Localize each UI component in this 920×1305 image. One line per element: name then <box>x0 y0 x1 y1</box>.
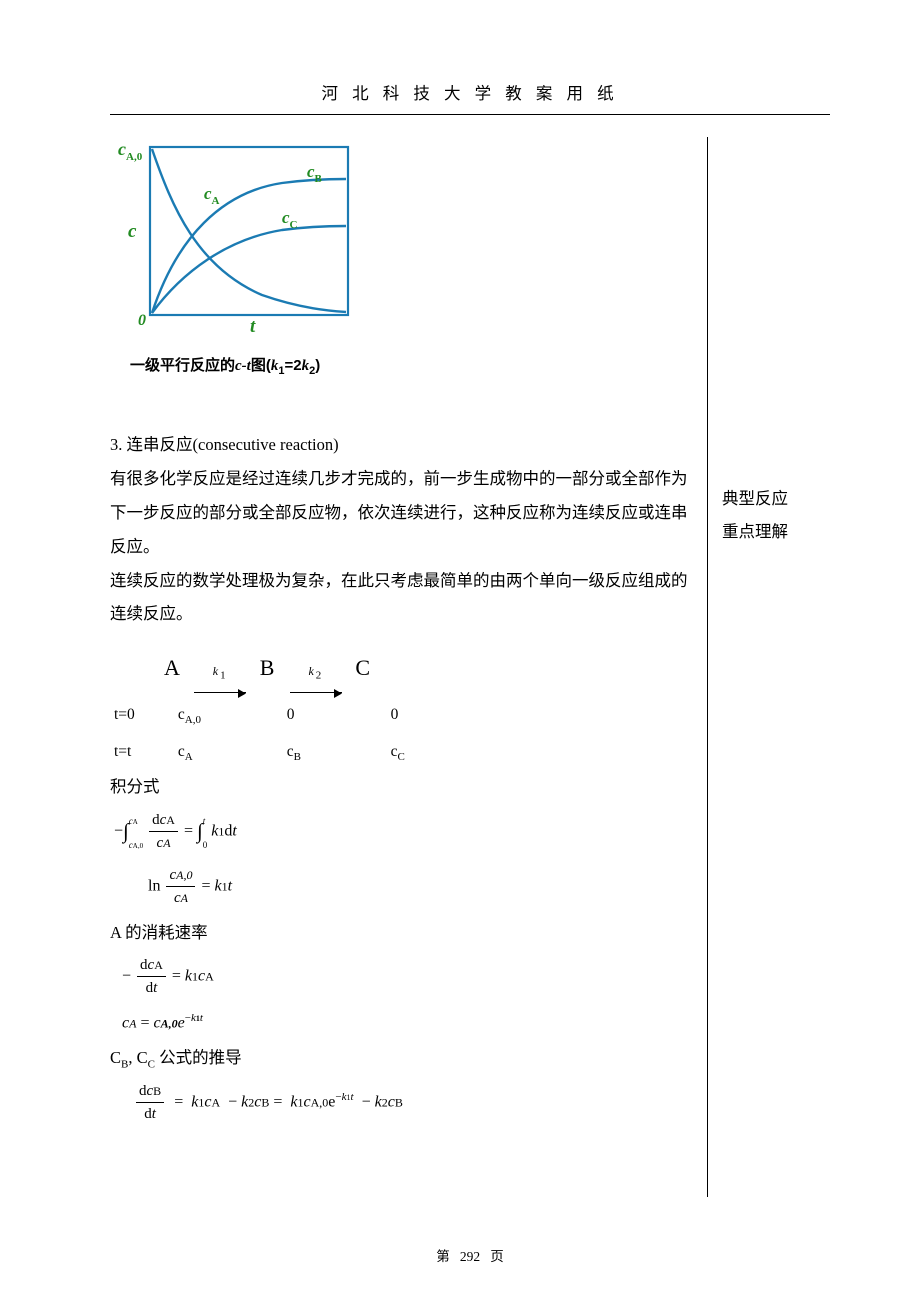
chart-label-t: t <box>250 316 256 337</box>
initial-conditions-t0: t=0 cA,0 0 0 <box>110 697 689 733</box>
chart-caption: 一级平行反应的c-t图(k1=2k2) <box>130 351 689 383</box>
page: 河 北 科 技 大 学 教 案 用 纸 cA,0 c 0 t <box>0 0 920 1305</box>
curve-cC <box>152 226 346 313</box>
arrow-k2: k2 <box>284 647 348 693</box>
main-column: cA,0 c 0 t cA cB <box>110 137 707 1130</box>
eq-integral: −∫cAcA,0 dcAcA = ∫t0 k1dt ln cA,0cA = k1… <box>110 808 689 910</box>
label-BC-derive: CB, CC 公式的推导 <box>110 1041 689 1076</box>
content-row: cA,0 c 0 t cA cB <box>110 137 830 1197</box>
chart-label-cA: cA <box>204 184 220 207</box>
arrow-k1: k1 <box>188 647 252 693</box>
label-A-consume: A 的消耗速率 <box>110 916 689 950</box>
eq-dcB-dt: dcBdt = k1cA − k2cB = k1cA,0e−k1t − k2cB <box>110 1080 689 1126</box>
parallel-reaction-chart: cA,0 c 0 t cA cB <box>112 137 689 382</box>
section3-title: 3. 连串反应(consecutive reaction) <box>110 428 689 462</box>
page-footer: 第 292 页 <box>110 1245 830 1265</box>
curve-cB <box>152 179 346 313</box>
chart-label-cA0: cA,0 <box>118 139 143 163</box>
page-header: 河 北 科 技 大 学 教 案 用 纸 <box>110 80 830 104</box>
eq-A-rate: − dcAdt = k1cA cA = cA,0e−k1t <box>110 954 689 1035</box>
side-note-line2: 重点理解 <box>722 515 788 548</box>
section3-para1: 有很多化学反应是经过连续几步才完成的，前一步生成物中的一部分或全部作为下一步反应… <box>110 462 689 563</box>
chart-label-origin: 0 <box>138 312 146 329</box>
label-integral: 积分式 <box>110 770 689 804</box>
section3-para2: 连续反应的数学处理极为复杂，在此只考虑最简单的由两个单向一级反应组成的连续反应。 <box>110 564 689 632</box>
reaction-scheme: A k1 B k2 C <box>164 645 689 693</box>
side-note-line1: 典型反应 <box>722 482 788 515</box>
header-rule <box>110 114 830 115</box>
conditions-t: t=t cA cB cC <box>110 734 689 770</box>
chart-label-c: c <box>128 221 137 242</box>
chart-label-cC: cC <box>282 208 298 231</box>
side-note: 典型反应 重点理解 <box>722 482 788 548</box>
side-column: 典型反应 重点理解 <box>707 137 830 1197</box>
chart-label-cB: cB <box>307 162 323 185</box>
chart-svg: cA,0 c 0 t cA cB <box>112 137 354 337</box>
